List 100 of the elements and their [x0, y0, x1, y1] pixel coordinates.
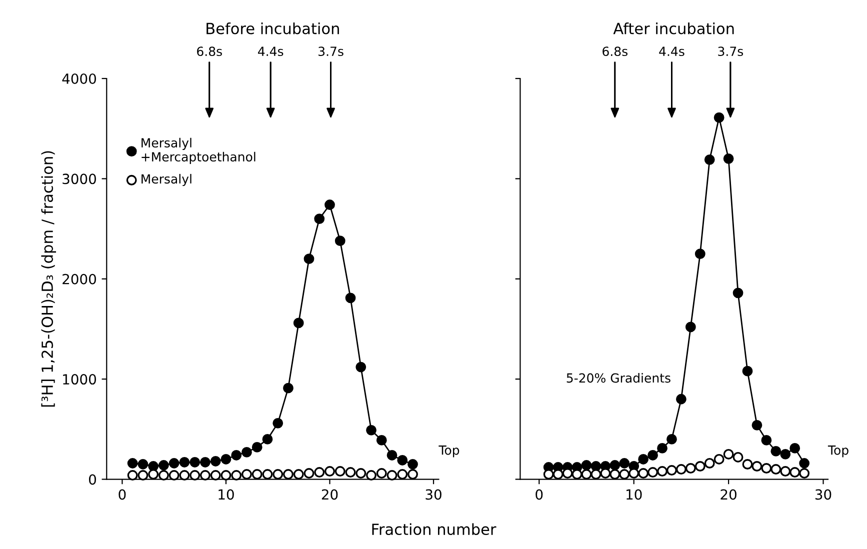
point	[600, 468, 611, 478]
point	[345, 292, 356, 304]
legend-label: Mersalyl	[142, 174, 192, 186]
point	[732, 452, 744, 462]
point	[666, 465, 677, 476]
point	[283, 469, 294, 480]
point	[742, 366, 753, 376]
point	[732, 288, 744, 298]
point	[252, 469, 262, 480]
point	[799, 458, 810, 468]
y-tick-label: 2000	[62, 274, 96, 284]
point	[262, 469, 273, 480]
point	[552, 469, 564, 480]
point	[314, 467, 325, 478]
point	[283, 382, 294, 394]
x-tick-label: 30	[426, 489, 442, 500]
annotation: Top	[828, 446, 848, 458]
y-tick-label: 1000	[63, 374, 96, 385]
point	[761, 434, 772, 446]
point	[562, 468, 573, 478]
point	[168, 458, 180, 468]
point	[386, 450, 398, 460]
point	[293, 318, 304, 328]
point	[619, 458, 630, 468]
x-tick-label: 10	[626, 489, 642, 500]
point	[638, 454, 649, 464]
point	[397, 469, 408, 480]
point	[231, 470, 242, 480]
point	[714, 454, 724, 464]
point	[314, 214, 325, 224]
point	[168, 470, 180, 480]
x-axis-title: Fraction number	[372, 523, 496, 536]
point	[304, 254, 314, 264]
point	[694, 248, 706, 260]
point	[376, 434, 387, 446]
point	[397, 455, 408, 466]
point	[610, 460, 620, 470]
point	[179, 470, 190, 480]
y-axis-title: [³H] 1,25-(OH)₂D₃ (dpm / fraction)	[41, 151, 56, 407]
point	[676, 464, 686, 474]
point	[572, 469, 582, 480]
point	[376, 468, 387, 478]
point	[723, 449, 734, 460]
point	[127, 470, 138, 480]
point	[666, 434, 677, 444]
point	[648, 467, 658, 478]
point	[190, 470, 200, 480]
point	[628, 468, 640, 478]
point	[242, 469, 252, 480]
point	[324, 466, 335, 476]
point	[334, 236, 346, 246]
point	[581, 460, 592, 470]
point	[366, 424, 376, 436]
annotation: 5-20% Gradients	[566, 373, 670, 383]
y-tick-label: 3000	[62, 174, 96, 184]
point	[324, 200, 335, 210]
point	[190, 457, 200, 468]
point	[742, 459, 753, 470]
point	[704, 458, 715, 468]
point	[138, 459, 148, 470]
point	[304, 468, 314, 478]
point	[210, 456, 221, 466]
x-tick-label: 10	[218, 489, 234, 500]
y-tick-label: 0	[89, 474, 96, 485]
point	[252, 442, 262, 452]
ref-line-label: 6.8s	[602, 46, 628, 56]
ref-line-label: 3.7s	[718, 46, 744, 56]
point	[345, 467, 356, 478]
point	[790, 443, 800, 454]
point	[242, 447, 252, 458]
point	[272, 418, 284, 428]
point	[262, 434, 273, 444]
point	[356, 468, 366, 478]
point	[610, 469, 620, 480]
point	[158, 470, 169, 480]
point	[780, 466, 791, 476]
point	[408, 459, 418, 470]
point	[770, 464, 782, 474]
point	[366, 470, 376, 480]
point	[780, 449, 791, 460]
point	[179, 457, 190, 468]
point	[770, 446, 782, 456]
point	[293, 469, 304, 480]
ref-line-label: 6.8s	[197, 46, 222, 56]
point	[685, 463, 696, 474]
x-tick-label: 20	[720, 489, 736, 500]
point	[210, 470, 221, 480]
point	[272, 469, 284, 480]
point	[543, 469, 554, 480]
ref-line-label: 3.7s	[318, 46, 344, 56]
point	[220, 470, 232, 480]
point	[386, 470, 398, 480]
legend-label: Mersalyl +Mercaptoethanol	[142, 138, 256, 164]
point	[127, 458, 138, 468]
annotation: Top	[438, 446, 460, 458]
point	[638, 468, 649, 478]
point	[356, 362, 366, 372]
point	[590, 469, 602, 480]
ref-line-label: 4.4s	[659, 46, 684, 56]
point	[676, 394, 686, 404]
